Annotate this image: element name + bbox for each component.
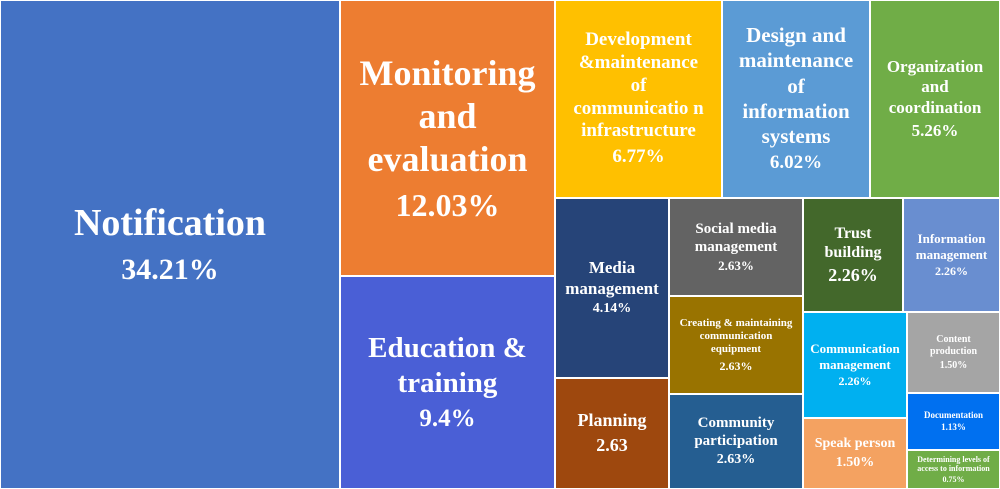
tile-label-group: Design and maintenance of information system… — [739, 23, 853, 175]
treemap-tile: Design and maintenance of information system… — [722, 0, 870, 198]
tile-value-label: 6.02% — [769, 152, 823, 174]
treemap-tile: Creating & maintaining communication equip… — [669, 296, 803, 394]
tile-label: Notification — [73, 202, 267, 245]
tile-value-label: 4.14% — [592, 300, 632, 316]
tile-label-group: Community participation 2.63% — [694, 414, 777, 469]
treemap-tile: Determining levels of access to informati… — [907, 450, 1000, 489]
tile-label: training — [397, 366, 498, 399]
tile-label: building — [824, 243, 882, 261]
tile-label: information — [742, 98, 850, 123]
tile-label: communication — [699, 330, 773, 343]
tile-label: coordination — [888, 97, 982, 117]
treemap-tile: Notification 34.21% — [0, 0, 340, 489]
tile-label: Organization — [886, 56, 984, 76]
tile-value-label: 34.21% — [121, 252, 219, 286]
tile-label: Development — [585, 29, 692, 51]
tile-label: Determining levels of — [917, 454, 990, 464]
treemap-tile: Community participation 2.63% — [669, 394, 803, 489]
tile-label-group: Creating & maintaining communication equip… — [680, 317, 793, 373]
tile-label: equipment — [710, 343, 762, 356]
treemap-tile: Planning 2.63 — [555, 378, 669, 489]
tile-label: Speak person — [814, 435, 896, 451]
tile-label: access to information — [917, 464, 990, 474]
tile-value-label: 2.63% — [716, 452, 756, 468]
tile-label-group: Organization and coordination 5.26% — [887, 57, 983, 142]
tile-label: Creating & maintaining — [679, 317, 793, 330]
tile-label: Documentation — [924, 410, 983, 421]
tile-label: and — [921, 77, 949, 97]
tile-label: management — [694, 239, 778, 256]
treemap-tile: Organization and coordination 5.26% — [870, 0, 1000, 198]
tile-label: Community — [697, 415, 775, 432]
tile-label: &maintenance — [578, 51, 699, 73]
tile-label-group: Trust building 2.26% — [825, 224, 882, 287]
tile-label-group: Planning 2.63 — [577, 410, 646, 456]
tile-value-label: 12.03% — [395, 187, 500, 224]
tile-label-group: Notification 34.21% — [74, 201, 266, 288]
tile-label-group: Content production 1.50% — [930, 334, 977, 372]
tile-label: management — [819, 356, 891, 372]
tile-label: Communication — [810, 341, 900, 357]
tile-value-label: 2.63% — [718, 258, 754, 274]
treemap-tile: Content production 1.50% — [907, 312, 1000, 393]
tile-label-group: Media management 4.14% — [565, 258, 658, 318]
tile-label: Planning — [577, 410, 647, 431]
tile-value-label: 2.26% — [935, 264, 968, 279]
tile-label: Content — [936, 333, 971, 345]
tile-label: Trust — [834, 224, 872, 242]
tile-label: systems — [761, 123, 831, 148]
tile-label-group: Communication management 2.26% — [810, 341, 900, 389]
tile-label: and — [418, 95, 477, 136]
treemap-tile: Monitoring and evaluation 12.03% — [340, 0, 555, 276]
tile-label: Education & — [368, 331, 527, 364]
tile-value-label: 2.26% — [828, 264, 878, 285]
tile-value-label: 1.50% — [939, 359, 968, 371]
tile-value-label: 1.50% — [835, 454, 875, 470]
tile-label-group: Monitoring and evaluation 12.03% — [360, 52, 536, 225]
tile-label-group: Social media management 2.63% — [695, 220, 778, 274]
tile-label: Social media — [695, 221, 777, 238]
tile-value-label: 6.77% — [612, 146, 665, 168]
tile-value-label: 2.63 — [596, 435, 628, 455]
treemap-tile: Speak person 1.50% — [803, 418, 907, 489]
tile-label: evaluation — [367, 138, 528, 179]
tile-label-group: Speak person 1.50% — [815, 436, 896, 472]
tile-label: of — [787, 73, 805, 98]
tile-label: of — [630, 74, 647, 96]
tile-label: infrastructure — [581, 120, 696, 142]
treemap-tile: Social media management 2.63% — [669, 198, 803, 296]
treemap-tile: Trust building 2.26% — [803, 198, 903, 312]
tile-label: management — [565, 278, 659, 298]
tile-label-group: Determining levels of access to informati… — [917, 455, 989, 485]
tile-label-group: Education & training 9.4% — [368, 331, 527, 435]
treemap-tile: Information management 2.26% — [903, 198, 1000, 312]
tile-label: management — [915, 246, 988, 262]
treemap-tile: Media management 4.14% — [555, 198, 669, 378]
tile-label: participation — [694, 433, 778, 450]
tile-label: Information — [917, 231, 986, 247]
treemap-tile: Documentation 1.13% — [907, 393, 1000, 450]
tile-label: communicatio n — [573, 97, 704, 119]
tile-value-label: 2.26% — [838, 374, 872, 389]
tile-label-group: Information management 2.26% — [916, 231, 988, 279]
tile-label: Media — [588, 258, 636, 278]
tile-value-label: 1.13% — [941, 422, 966, 432]
tile-label: Design and — [746, 23, 846, 48]
tile-label: maintenance — [738, 48, 854, 73]
treemap-tile: Communication management 2.26% — [803, 312, 907, 418]
tile-label: Monitoring — [359, 52, 536, 93]
tile-value-label: 2.63% — [719, 358, 753, 373]
tile-value-label: 5.26% — [911, 120, 959, 140]
tile-label: production — [929, 345, 978, 357]
tile-label-group: Documentation 1.13% — [924, 410, 983, 433]
tile-value-label: 9.4% — [419, 405, 476, 433]
tile-value-label: 0.75% — [942, 474, 965, 484]
treemap-tile: Education & training 9.4% — [340, 276, 555, 489]
